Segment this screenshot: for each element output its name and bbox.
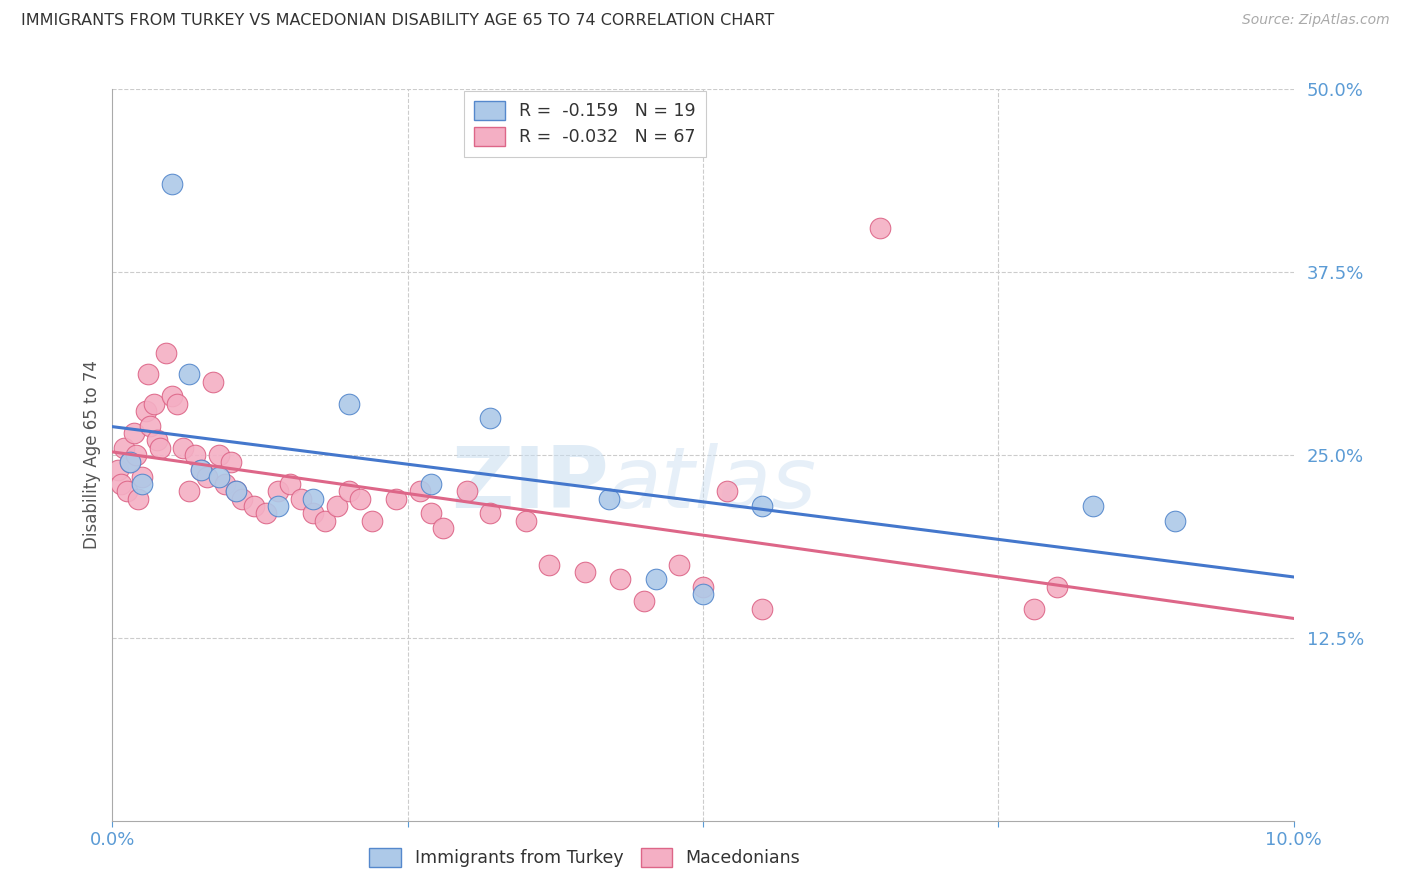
Point (267, 484, 290, 499)
Point (160, 389, 183, 403)
Point (190, 462, 212, 476)
Point (131, 470, 153, 484)
Text: IMMIGRANTS FROM TURKEY VS MACEDONIAN DISABILITY AGE 65 TO 74 CORRELATION CHART: IMMIGRANTS FROM TURKEY VS MACEDONIAN DIS… (21, 13, 775, 29)
Point (337, 397, 360, 411)
Point (692, 587, 714, 601)
Point (146, 434, 169, 448)
Point (479, 507, 502, 521)
Point (668, 558, 690, 572)
Point (160, 178, 183, 192)
Point (195, 470, 218, 484)
Point (107, 462, 129, 476)
Point (172, 441, 194, 455)
Point (225, 484, 247, 499)
Point (267, 499, 290, 513)
Point (302, 491, 325, 506)
Point (149, 441, 172, 455)
Point (337, 484, 360, 499)
Point (633, 594, 655, 608)
Point (127, 491, 149, 506)
Point (179, 368, 201, 382)
Text: atlas: atlas (609, 442, 817, 525)
Point (190, 462, 212, 476)
Text: Source: ZipAtlas.com: Source: ZipAtlas.com (1241, 13, 1389, 28)
Y-axis label: Disability Age 65 to 74: Disability Age 65 to 74 (83, 360, 101, 549)
Point (456, 484, 478, 499)
Point (179, 484, 201, 499)
Point (1022, 601, 1045, 615)
Point (361, 514, 384, 528)
Point (208, 470, 231, 484)
Point (420, 507, 443, 521)
Point (115, 484, 138, 499)
Point (142, 397, 165, 411)
Point (219, 455, 242, 469)
Point (112, 441, 135, 455)
Point (225, 484, 247, 499)
Point (314, 514, 336, 528)
Point (131, 477, 153, 491)
Text: ZIP: ZIP (451, 442, 609, 525)
Point (515, 514, 537, 528)
Point (184, 448, 207, 462)
Point (208, 448, 231, 462)
Point (385, 491, 408, 506)
Point (135, 404, 157, 418)
Point (166, 397, 188, 411)
Point (326, 499, 349, 513)
Point (155, 345, 177, 359)
Point (1081, 499, 1104, 513)
Point (302, 507, 325, 521)
Point (139, 418, 162, 433)
Point (751, 601, 773, 615)
Point (479, 411, 502, 425)
Point (408, 484, 430, 499)
Point (231, 491, 253, 506)
Point (1046, 580, 1069, 594)
Point (751, 499, 773, 513)
Point (125, 448, 148, 462)
Point (420, 477, 443, 491)
Point (869, 221, 891, 235)
Point (214, 477, 236, 491)
Point (110, 477, 132, 491)
Point (574, 565, 596, 579)
Point (120, 455, 142, 469)
Point (201, 375, 224, 389)
Point (122, 425, 145, 440)
Point (432, 521, 454, 535)
Point (598, 491, 620, 506)
Point (609, 572, 631, 586)
Point (538, 558, 561, 572)
Point (716, 484, 738, 499)
Point (644, 572, 666, 586)
Legend: Immigrants from Turkey, Macedonians: Immigrants from Turkey, Macedonians (359, 838, 811, 878)
Point (349, 491, 371, 506)
Point (120, 455, 142, 469)
Point (243, 499, 266, 513)
Point (692, 580, 714, 594)
Point (290, 491, 312, 506)
Point (1164, 514, 1187, 528)
Point (254, 507, 277, 521)
Point (136, 368, 159, 382)
Point (278, 477, 301, 491)
